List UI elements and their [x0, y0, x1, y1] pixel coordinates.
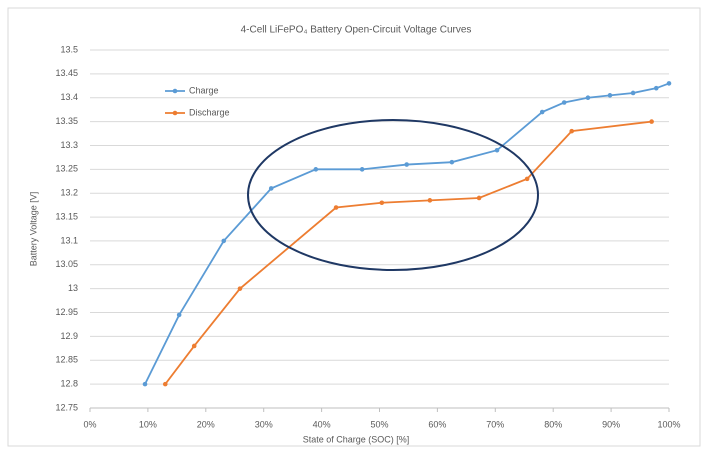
y-tick-label: 13 — [68, 283, 78, 293]
x-tick-label: 0% — [83, 419, 96, 429]
chart-border — [7, 7, 701, 447]
y-tick-label: 12.75 — [55, 402, 78, 412]
data-point — [237, 286, 243, 291]
data-point — [607, 93, 613, 98]
data-point — [449, 159, 455, 165]
series-line — [144, 82, 670, 385]
series-line — [164, 120, 652, 385]
x-axis-label: State of Charge (SOC) [%] — [303, 434, 410, 444]
x-tick-label: 40% — [313, 419, 331, 429]
x-tick-label: 20% — [197, 419, 215, 429]
legend-label: Discharge — [189, 107, 230, 117]
x-tick-label: 10% — [139, 419, 157, 429]
x-tick-label: 90% — [602, 419, 620, 429]
data-point — [333, 205, 339, 210]
x-tick-label: 80% — [544, 419, 562, 429]
y-tick-label: 13.2 — [60, 188, 78, 198]
legend-label: Charge — [189, 85, 219, 95]
data-point — [666, 81, 672, 86]
data-point — [268, 186, 274, 191]
y-tick-label: 13.25 — [55, 164, 78, 174]
data-point — [313, 167, 319, 172]
y-tick-label: 13.3 — [60, 140, 78, 150]
y-tick-label: 13.1 — [60, 235, 78, 245]
data-point — [539, 109, 545, 115]
y-tick-label: 13.4 — [60, 92, 78, 102]
data-point — [649, 119, 654, 124]
data-point — [653, 85, 659, 91]
data-point — [561, 100, 567, 105]
y-axis-label: Battery Voltage [V] — [28, 192, 38, 267]
y-tick-label: 13.45 — [55, 68, 78, 78]
x-tick-label: 70% — [486, 419, 504, 429]
y-tick-label: 13.15 — [55, 211, 78, 221]
data-point — [476, 195, 482, 201]
x-tick-label: 50% — [370, 419, 388, 429]
x-tick-label: 30% — [255, 419, 273, 429]
data-point — [585, 95, 591, 101]
y-tick-label: 12.9 — [60, 331, 78, 341]
y-tick-label: 12.8 — [60, 379, 78, 389]
y-tick-label: 13.35 — [55, 116, 78, 126]
y-tick-label: 13.5 — [60, 44, 78, 54]
annotation-ellipse — [247, 119, 539, 271]
data-point — [494, 147, 500, 153]
data-point — [404, 162, 410, 167]
data-point — [359, 167, 365, 172]
y-tick-label: 12.85 — [55, 355, 78, 365]
data-point — [221, 238, 227, 244]
plot-area: 12.75 12.8 12.85 12.9 12.95 13 13.05 13.1 13.15 1… — [55, 44, 680, 429]
x-tick-label: 100% — [657, 419, 680, 429]
data-point — [142, 381, 148, 387]
legend-marker — [172, 88, 178, 94]
x-tick-label: 60% — [428, 419, 446, 429]
data-point — [524, 176, 530, 182]
data-point — [379, 200, 385, 206]
y-tick-label: 12.95 — [55, 307, 78, 317]
data-point — [162, 381, 168, 387]
data-point — [176, 312, 182, 318]
y-tick-label: 13.05 — [55, 259, 78, 269]
data-point — [191, 343, 197, 349]
data-point — [630, 90, 636, 96]
legend-marker — [172, 110, 178, 116]
chart-title: 4-Cell LiFePO₄ Battery Open-Circuit Volt… — [241, 25, 472, 36]
data-point — [569, 128, 575, 134]
data-point — [427, 198, 433, 203]
